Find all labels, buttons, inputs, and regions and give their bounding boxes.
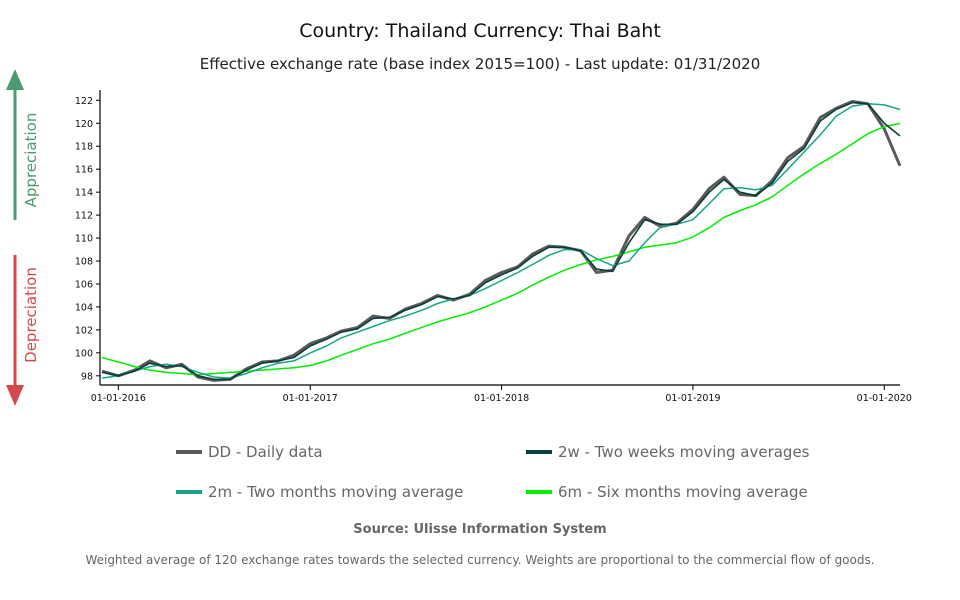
legend-item-2m: 2m - Two months moving average (176, 483, 463, 501)
y-tick-label: 104 (75, 302, 93, 313)
legend-label: 2m - Two months moving average (208, 483, 464, 501)
chart-title: Country: Thailand Currency: Thai Baht (299, 20, 661, 42)
y-tick-label: 112 (75, 211, 93, 222)
x-tick-label: 01-01-2020 (857, 393, 912, 404)
y-tick-label: 116 (75, 165, 93, 176)
legend-swatch (526, 450, 552, 454)
legend-item-6m: 6m - Six months moving average (526, 483, 808, 501)
x-tick-label: 01-01-2018 (474, 393, 529, 404)
y-tick-label: 120 (75, 119, 93, 130)
legend-label: 2w - Two weeks moving averages (558, 443, 810, 461)
x-tick-label: 01-01-2016 (91, 393, 146, 404)
x-tick-label: 01-01-2017 (283, 393, 338, 404)
x-tick-label: 01-01-2019 (665, 393, 720, 404)
appreciation-label: Appreciation (22, 113, 40, 208)
series-6m-line (101, 122, 901, 376)
y-tick-label: 114 (75, 188, 93, 199)
source-text: Source: Ulisse Information System (353, 522, 607, 537)
y-tick-label: 106 (75, 279, 93, 290)
legend-swatch (176, 450, 202, 454)
y-tick-label: 102 (75, 325, 93, 336)
y-tick-label: 108 (75, 257, 93, 268)
y-tick-label: 98 (81, 371, 93, 382)
series-2w-line (101, 101, 901, 381)
series-dd-line (101, 100, 902, 382)
legend-label: DD - Daily data (208, 443, 323, 461)
legend-swatch (176, 490, 202, 494)
y-tick-label: 122 (75, 96, 93, 107)
y-tick-label: 118 (75, 142, 93, 153)
depreciation-label: Depreciation (22, 267, 40, 363)
series-2m-line (101, 103, 901, 379)
y-tick-label: 100 (75, 348, 93, 359)
appreciation-arrow: Appreciation (6, 69, 40, 220)
legend-swatch (526, 490, 552, 494)
depreciation-arrow: Depreciation (6, 255, 40, 406)
y-tick-label: 110 (75, 234, 93, 245)
legend-item-dd: DD - Daily data (176, 443, 323, 461)
legend-item-2w: 2w - Two weeks moving averages (526, 443, 810, 461)
chart-svg: Appreciation Depreciation 98 100 102 104 106… (6, 69, 912, 406)
legend-label: 6m - Six months moving average (558, 483, 808, 501)
footnote-text: Weighted average of 120 exchange rates t… (85, 553, 875, 567)
chart-subtitle: Effective exchange rate (base index 2015… (199, 55, 761, 73)
